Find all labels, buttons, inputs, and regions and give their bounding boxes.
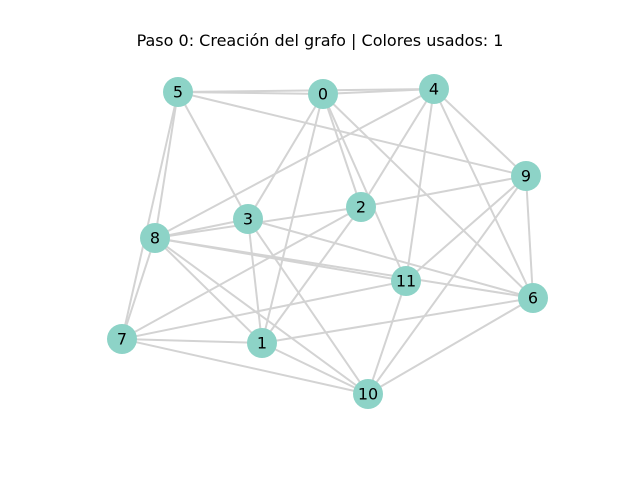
node-layer: 0 1 2 3 4 5 6 7 8 9 10 11 — [107, 74, 548, 409]
edge-4-11 — [405, 88, 435, 282]
node-2 — [346, 192, 376, 222]
edge-0-2 — [322, 93, 362, 208]
edge-8-10 — [154, 237, 369, 395]
node-label-11: 11 — [396, 272, 416, 291]
edge-11-7 — [121, 280, 407, 340]
page-title: Paso 0: Creación del grafo | Colores usa… — [136, 31, 504, 50]
edge-8-6 — [154, 237, 534, 299]
edge-5-7 — [121, 91, 179, 340]
edge-4-8 — [154, 88, 435, 239]
node-label-2: 2 — [356, 198, 366, 217]
node-label-3: 3 — [243, 210, 253, 229]
edge-0-11 — [322, 93, 407, 282]
edge-0-6 — [322, 93, 534, 299]
node-label-4: 4 — [429, 80, 439, 99]
edge-9-11 — [405, 175, 527, 282]
node-label-8: 8 — [150, 229, 160, 248]
node-5 — [163, 77, 193, 107]
edge-2-7 — [121, 206, 362, 340]
node-9 — [511, 161, 541, 191]
edge-5-8 — [154, 91, 179, 239]
edge-0-4 — [322, 88, 435, 95]
edge-3-10 — [247, 218, 369, 395]
edge-4-6 — [433, 88, 534, 299]
edge-6-1 — [261, 297, 534, 344]
edge-5-4 — [177, 88, 435, 93]
node-label-9: 9 — [521, 167, 531, 186]
edge-5-3 — [177, 91, 249, 220]
edge-3-6 — [247, 218, 534, 299]
edge-4-2 — [360, 88, 435, 208]
node-6 — [518, 283, 548, 313]
edge-6-10 — [367, 297, 534, 395]
edge-0-1 — [261, 93, 324, 344]
edge-layer — [121, 88, 534, 395]
node-3 — [233, 204, 263, 234]
node-label-6: 6 — [528, 289, 538, 308]
edge-4-9 — [433, 88, 527, 177]
edge-0-3 — [247, 93, 324, 220]
edge-3-1 — [247, 218, 263, 344]
edge-5-9 — [177, 91, 527, 177]
node-8 — [140, 223, 170, 253]
edge-8-7 — [121, 237, 156, 340]
node-1 — [247, 328, 277, 358]
node-11 — [391, 266, 421, 296]
node-label-5: 5 — [173, 83, 183, 102]
node-4 — [419, 74, 449, 104]
edge-7-10 — [121, 338, 369, 395]
edge-9-2 — [360, 175, 527, 208]
node-label-1: 1 — [257, 334, 267, 353]
node-10 — [353, 379, 383, 409]
edge-11-10 — [367, 280, 407, 395]
node-label-7: 7 — [117, 330, 127, 349]
edge-7-1 — [121, 338, 263, 344]
edge-8-1 — [154, 237, 263, 344]
edge-9-6 — [525, 175, 534, 299]
edge-2-1 — [261, 206, 362, 344]
node-label-0: 0 — [318, 85, 328, 104]
node-0 — [308, 79, 338, 109]
edge-1-10 — [261, 342, 369, 395]
node-label-10: 10 — [358, 385, 378, 404]
node-7 — [107, 324, 137, 354]
